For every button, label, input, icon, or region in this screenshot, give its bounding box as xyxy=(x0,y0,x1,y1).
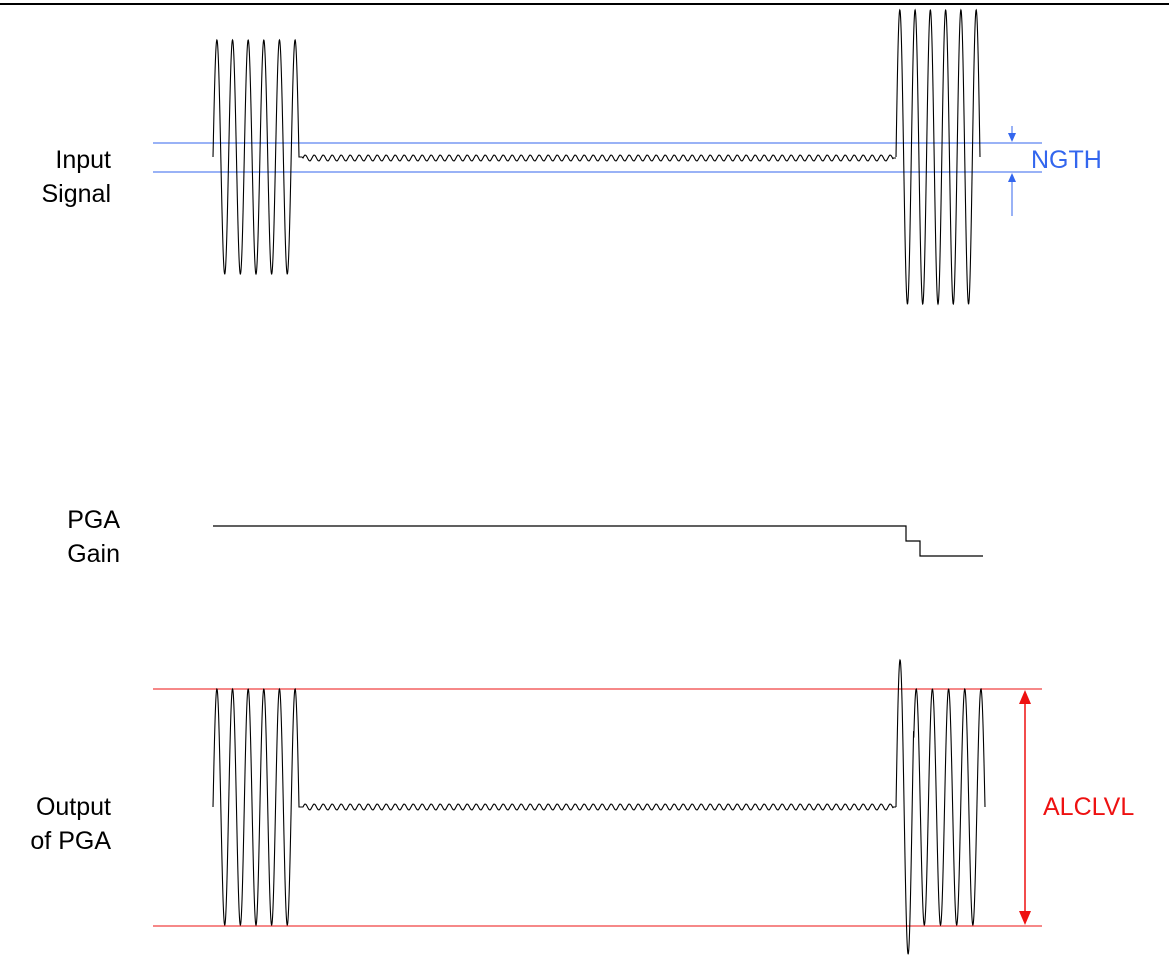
pga-gain-label-line2: Gain xyxy=(67,540,120,568)
alclvl-label: ALCLVL xyxy=(1043,793,1134,821)
input-signal-label-line2: Signal xyxy=(42,180,112,208)
input-signal-waveform xyxy=(212,8,981,306)
pga-gain-trace xyxy=(213,525,983,557)
ngth-arrows xyxy=(1008,126,1016,216)
output-pga-label-line1: Output xyxy=(36,793,111,821)
input-signal-label-line1: Input xyxy=(55,146,111,174)
alclvl-arrow xyxy=(1019,690,1031,925)
pga-gain-label-line1: PGA xyxy=(67,506,120,534)
output-pga-label-line2: of PGA xyxy=(30,827,111,855)
ngth-label: NGTH xyxy=(1031,146,1102,174)
output-signal-waveform xyxy=(212,658,986,955)
